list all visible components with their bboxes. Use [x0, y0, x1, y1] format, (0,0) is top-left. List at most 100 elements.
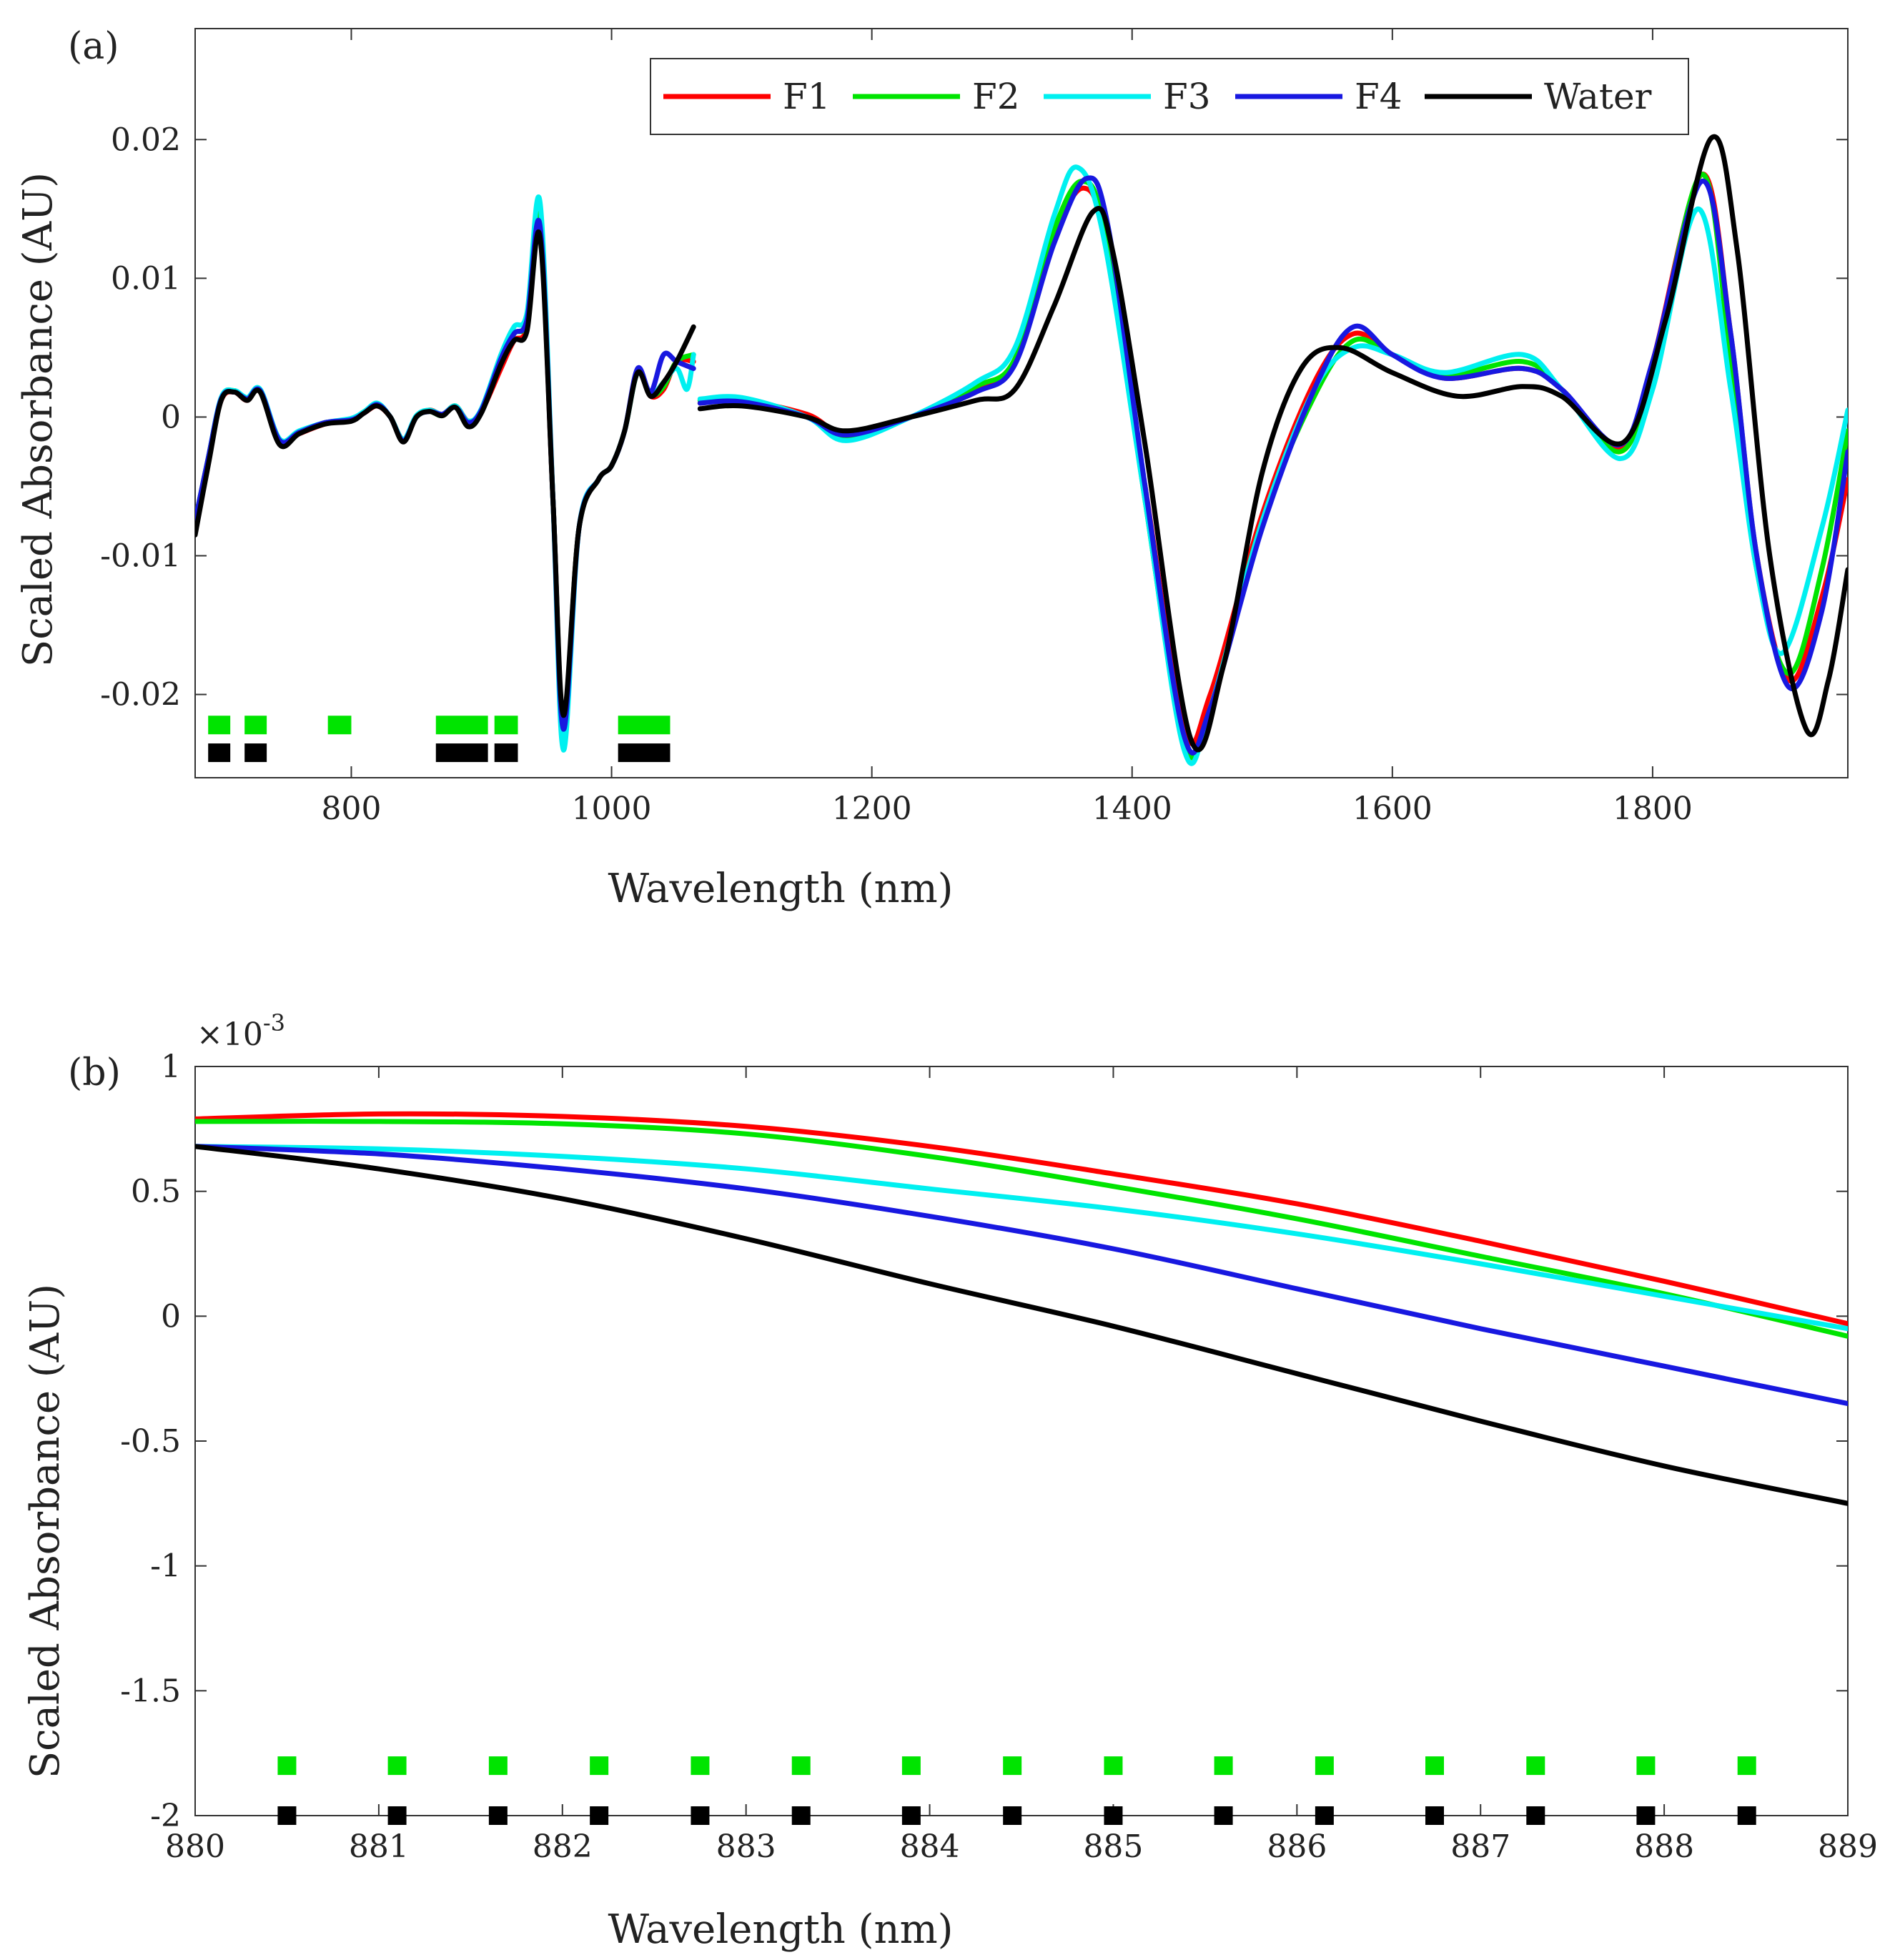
- panel-a-water-band-marker: [244, 743, 267, 763]
- panel-b-water-band-marker: [1214, 1806, 1233, 1825]
- panel-a-ytick-label: -0.01: [100, 538, 181, 574]
- panel-b-water-band-marker: [387, 1806, 407, 1825]
- panel-a-xlabel: Wavelength (nm): [608, 866, 953, 912]
- panel-b-multiplier-exponent: -3: [263, 1009, 285, 1036]
- panel-a-water-band-marker: [435, 743, 488, 763]
- panel-b-selected-band-marker: [1315, 1756, 1334, 1776]
- panel-b-selected-band-marker: [1526, 1756, 1545, 1776]
- panel-a-series-f4-segment-2: [697, 175, 1848, 756]
- panel-b-ytick-label: 0.5: [131, 1174, 181, 1210]
- panel-b-series-f3: [195, 1144, 1848, 1332]
- panel-a-xtick-label: 1000: [572, 791, 652, 827]
- panel-b-xtick-label: 888: [1634, 1828, 1694, 1865]
- panel-a-selected-band-marker: [618, 716, 671, 735]
- panel-b-water-band-marker: [1737, 1806, 1756, 1825]
- panel-b-water-band-marker: [488, 1806, 508, 1825]
- panel-a-series-water-segment-1: [195, 229, 696, 718]
- panel-b-xtick-label: 881: [349, 1828, 409, 1865]
- panel-a-series-f3-segment-1: [195, 194, 696, 753]
- panel-b-selected-band-marker: [1104, 1756, 1123, 1776]
- panel-a-label: (a): [68, 25, 119, 68]
- panel-b-selected-band-marker: [387, 1756, 407, 1776]
- panel-b-water-band-marker: [691, 1806, 710, 1825]
- panel-b-water-band-marker: [277, 1806, 297, 1825]
- panel-a-selected-band-marker: [494, 716, 518, 735]
- panel-a-series-water-segment-2: [697, 134, 1848, 753]
- panel-a-water-band-marker: [618, 743, 671, 763]
- panel-b-ytick-label: -0.5: [120, 1423, 181, 1460]
- panel-a-xtick-label: 1600: [1352, 791, 1433, 827]
- legend-label-water: Water: [1544, 76, 1652, 117]
- panel-a-selected-band-marker: [208, 716, 231, 735]
- panel-b-ytick-label: 1: [161, 1049, 181, 1085]
- panel-a-selected-band-marker: [244, 716, 267, 735]
- panel-b-xtick-label: 889: [1818, 1828, 1878, 1865]
- panel-b-water-band-marker: [1003, 1806, 1022, 1825]
- panel-a-ytick-label: 0: [161, 399, 181, 435]
- panel-b-water-band-marker: [1526, 1806, 1545, 1825]
- panel-b-water-band-marker: [1104, 1806, 1123, 1825]
- panel-a-axes-frame: [194, 28, 1849, 778]
- panel-b-multiplier: ×10-3: [197, 1009, 285, 1053]
- legend-label-f2: F2: [972, 76, 1020, 117]
- panel-a-ytick-label: 0.02: [111, 122, 181, 158]
- panel-b-plot-area: 880 881 882 883 884 885 886 887 888 889 -2 -1.5 -1 -0…: [120, 1049, 1878, 1865]
- panel-a-ytick-label: 0.01: [111, 260, 181, 297]
- panel-b-label: (b): [68, 1051, 121, 1094]
- panel-b-water-band-marker: [1315, 1806, 1334, 1825]
- panel-b-water-band-marker: [901, 1806, 921, 1825]
- legend: F1 F2 F3 F4 Water: [650, 58, 1689, 135]
- panel-a-ytick-label: -0.02: [100, 677, 181, 713]
- legend-label-f1: F1: [783, 76, 831, 117]
- panel-b-water-band-marker: [791, 1806, 811, 1825]
- panel-b-selected-band-marker: [1636, 1756, 1656, 1776]
- panel-b-ytick-label: -1: [150, 1548, 181, 1585]
- panel-b-selected-band-marker: [901, 1756, 921, 1776]
- legend-label-f4: F4: [1355, 76, 1402, 117]
- panel-b-xtick-label: 887: [1450, 1828, 1510, 1865]
- panel-b-selected-band-marker: [1425, 1756, 1444, 1776]
- panel-a-water-band-marker: [494, 743, 518, 763]
- panel-b-selected-band-marker: [1214, 1756, 1233, 1776]
- panel-b-selected-band-marker: [590, 1756, 609, 1776]
- panel-a-xtick-label: 1200: [832, 791, 912, 827]
- panel-b-selected-band-marker: [1003, 1756, 1022, 1776]
- panel-b-xtick-label: 886: [1267, 1828, 1327, 1865]
- panel-b-water-band-marker: [1636, 1806, 1656, 1825]
- panel-a-series-f1-segment-1: [195, 222, 696, 725]
- panel-b-xtick-label: 880: [165, 1828, 225, 1865]
- panel-b-xtick-label: 882: [533, 1828, 593, 1865]
- panel-b-ylabel: Scaled Absorbance (AU): [22, 1284, 69, 1778]
- panel-a-water-band-marker: [208, 743, 231, 763]
- panel-a-selected-band-marker: [327, 716, 352, 735]
- panel-b-selected-band-marker: [488, 1756, 508, 1776]
- panel-b-xtick-label: 884: [900, 1828, 960, 1865]
- panel-a-xtick-label: 800: [321, 791, 381, 827]
- panel-b-ytick-label: -2: [150, 1798, 181, 1834]
- panel-b-xtick-label: 883: [716, 1828, 776, 1865]
- panel-b-xlabel: Wavelength (nm): [608, 1906, 953, 1953]
- panel-a-selected-band-marker: [435, 716, 488, 735]
- panel-a: (a) 800 1000 1200 1400 1600 1800 -0.02 -0.01 0 0.…: [15, 25, 1849, 912]
- panel-b: (b) ×10-3 880 881 882 883 884 885 886 887 888 889…: [22, 1009, 1878, 1953]
- panel-a-ylabel: Scaled Absorbance (AU): [15, 172, 61, 667]
- panel-b-series-group: [195, 1111, 1848, 1506]
- panel-b-multiplier-base: ×10: [197, 1016, 263, 1053]
- panel-b-ytick-label: 0: [161, 1298, 181, 1335]
- panel-b-water-band-marker: [590, 1806, 609, 1825]
- panel-b-selected-band-marker: [791, 1756, 811, 1776]
- panel-b-xtick-label: 885: [1083, 1828, 1143, 1865]
- panel-a-xtick-label: 1400: [1092, 791, 1172, 827]
- panel-b-series-f4: [195, 1144, 1848, 1407]
- panel-b-selected-band-marker: [1737, 1756, 1756, 1776]
- panel-b-ytick-label: -1.5: [120, 1673, 181, 1709]
- panel-a-series-group: [195, 134, 1848, 766]
- panel-a-series-f4-segment-1: [195, 217, 696, 732]
- panel-a-xtick-label: 1800: [1613, 791, 1693, 827]
- panel-b-selected-band-marker: [277, 1756, 297, 1776]
- legend-label-f3: F3: [1163, 76, 1211, 117]
- panel-b-series-f1: [195, 1111, 1848, 1327]
- panel-a-plot-area: 800 1000 1200 1400 1600 1800 -0.02 -0.01 0 0.01 0.…: [100, 28, 1849, 827]
- panel-b-water-band-marker: [1425, 1806, 1444, 1825]
